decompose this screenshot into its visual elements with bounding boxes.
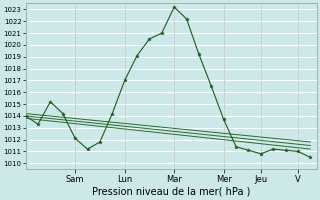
X-axis label: Pression niveau de la mer( hPa ): Pression niveau de la mer( hPa ) [92,187,250,197]
